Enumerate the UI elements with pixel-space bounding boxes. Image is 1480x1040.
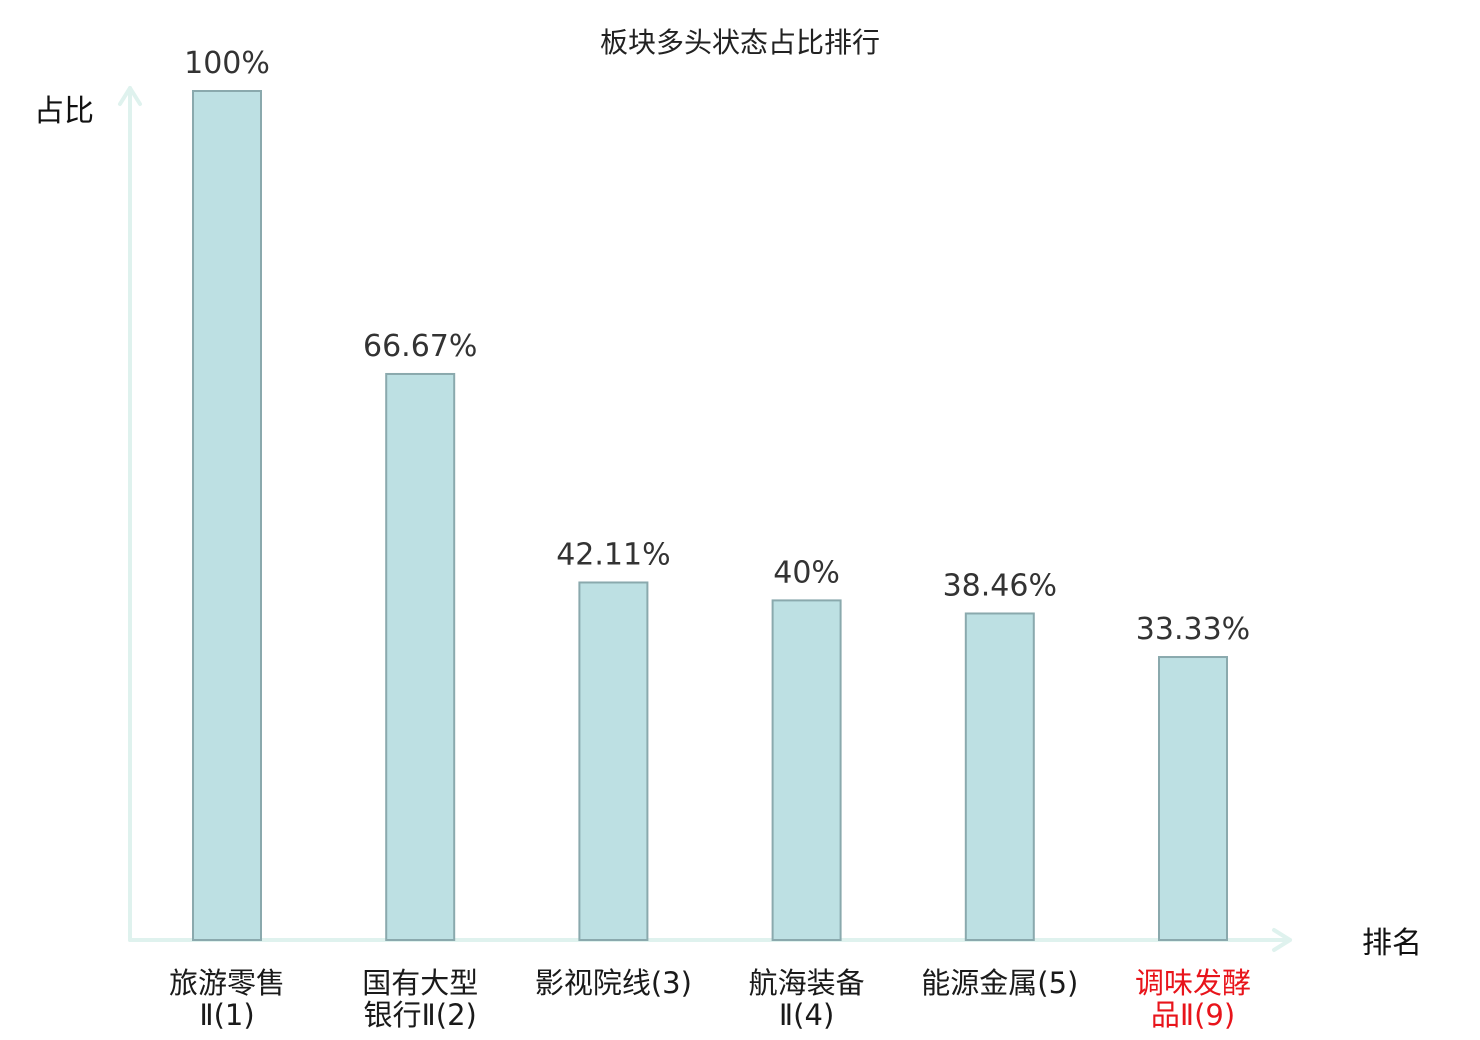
bar-value-label: 42.11% bbox=[556, 537, 670, 572]
value-labels-group: 100% 66.67% 42.11% 40% 38.46% 33.33% bbox=[184, 46, 1250, 647]
category-label: 调味发酵品Ⅱ(9) bbox=[1135, 966, 1251, 1032]
bar-value-label: 66.67% bbox=[363, 329, 477, 364]
bar bbox=[578, 581, 649, 941]
bar-value-label: 38.46% bbox=[943, 568, 1057, 603]
chart-title: 板块多头状态占比排行 bbox=[600, 26, 880, 59]
x-axis-label: 排名 bbox=[1362, 926, 1422, 961]
bar bbox=[1158, 656, 1228, 942]
axes bbox=[118, 86, 1292, 952]
category-label: 航海装备 Ⅱ(4) bbox=[749, 966, 865, 1032]
category-label: 国有大型银行Ⅱ(2) bbox=[362, 966, 478, 1032]
y-axis-arrow bbox=[118, 86, 142, 106]
bar-value-label: 33.33% bbox=[1136, 612, 1250, 647]
bar-value-label: 40% bbox=[773, 555, 840, 590]
bar bbox=[192, 90, 262, 941]
category-label: 能源金属(5) bbox=[921, 966, 1078, 1000]
bar-value-label: 100% bbox=[184, 46, 270, 81]
bar bbox=[964, 612, 1035, 941]
category-labels-group: 旅游零售 Ⅱ(1) 国有大型银行Ⅱ(2) 影视院线(3) 航海装备 Ⅱ(4) 能源金属(5)… bbox=[169, 966, 1251, 1032]
category-label: 影视院线(3) bbox=[535, 966, 692, 1000]
bar bbox=[771, 599, 842, 942]
category-label: 旅游零售 Ⅱ(1) bbox=[169, 966, 285, 1032]
x-axis-arrow bbox=[1272, 928, 1292, 952]
bar bbox=[385, 372, 456, 942]
bars-group bbox=[192, 90, 1228, 942]
y-axis-label: 占比 bbox=[34, 94, 94, 129]
